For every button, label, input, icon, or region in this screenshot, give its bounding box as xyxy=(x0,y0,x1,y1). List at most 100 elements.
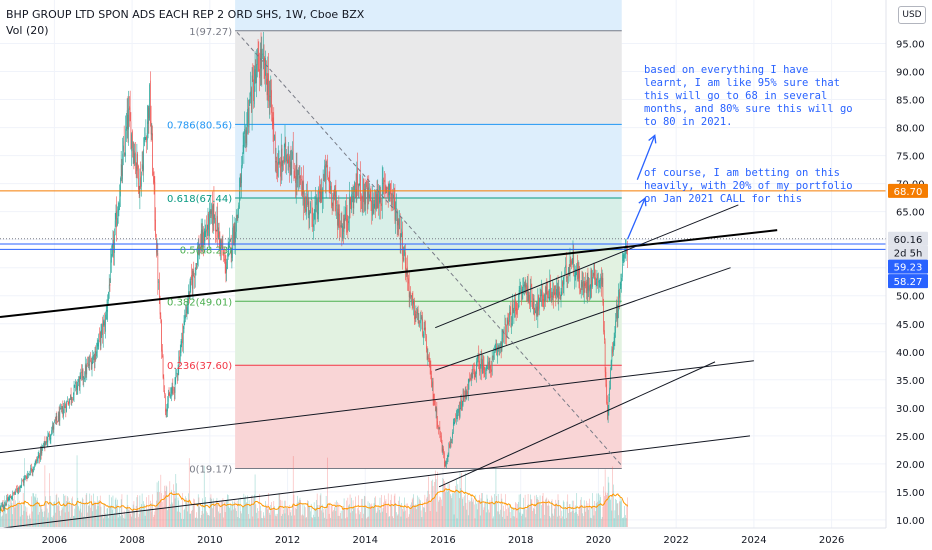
candle-body[interactable] xyxy=(40,448,41,460)
candle-body[interactable] xyxy=(464,396,465,398)
candle-body[interactable] xyxy=(174,377,176,393)
candle-body[interactable] xyxy=(175,372,177,380)
candle-body[interactable] xyxy=(277,162,279,178)
candle-body[interactable] xyxy=(365,184,367,203)
candle-body[interactable] xyxy=(550,282,551,299)
candle-body[interactable] xyxy=(523,284,524,287)
candle-body[interactable] xyxy=(201,229,203,247)
candle-body[interactable] xyxy=(292,151,293,160)
candle-body[interactable] xyxy=(311,199,313,214)
candle-body[interactable] xyxy=(456,415,458,416)
candle-body[interactable] xyxy=(613,336,615,346)
candle-body[interactable] xyxy=(76,385,78,390)
candle-body[interactable] xyxy=(78,378,80,387)
candle-body[interactable] xyxy=(425,327,426,335)
candle-body[interactable] xyxy=(334,190,336,197)
candle-body[interactable] xyxy=(428,358,429,359)
candle-body[interactable] xyxy=(274,134,275,141)
candle-body[interactable] xyxy=(114,220,116,233)
candle-body[interactable] xyxy=(19,486,21,489)
candle-body[interactable] xyxy=(375,191,376,210)
candle-body[interactable] xyxy=(542,290,543,302)
candle-body[interactable] xyxy=(118,209,120,211)
candle-body[interactable] xyxy=(491,356,493,372)
candle-body[interactable] xyxy=(540,291,542,298)
candle-body[interactable] xyxy=(408,278,409,284)
candle-body[interactable] xyxy=(291,159,293,177)
candle-body[interactable] xyxy=(493,351,494,358)
candle-body[interactable] xyxy=(416,311,417,314)
candle-body[interactable] xyxy=(25,476,27,478)
candle-body[interactable] xyxy=(607,409,609,420)
candle-body[interactable] xyxy=(341,223,343,239)
candle-body[interactable] xyxy=(399,218,400,230)
candle-body[interactable] xyxy=(24,477,25,480)
candle-body[interactable] xyxy=(433,400,435,402)
candle-body[interactable] xyxy=(488,362,489,370)
candle-body[interactable] xyxy=(381,179,383,210)
candle-body[interactable] xyxy=(577,272,579,280)
candle-body[interactable] xyxy=(159,302,161,315)
candle-body[interactable] xyxy=(349,193,350,220)
candle-body[interactable] xyxy=(366,180,367,188)
candle-body[interactable] xyxy=(9,496,11,499)
candle-body[interactable] xyxy=(235,231,236,242)
candle-body[interactable] xyxy=(271,115,273,117)
candle-body[interactable] xyxy=(501,338,503,352)
candle-body[interactable] xyxy=(375,192,377,210)
candle-body[interactable] xyxy=(497,346,499,349)
candle-body[interactable] xyxy=(145,132,147,140)
trend-line-2[interactable] xyxy=(0,360,754,454)
candle-body[interactable] xyxy=(379,196,381,203)
candle-body[interactable] xyxy=(287,159,289,164)
candle-body[interactable] xyxy=(238,205,239,211)
trend-lines[interactable] xyxy=(0,31,778,529)
candle-body[interactable] xyxy=(63,409,64,417)
candle-body[interactable] xyxy=(369,191,371,193)
candle-body[interactable] xyxy=(319,189,321,203)
horizontal-lines[interactable] xyxy=(0,190,886,250)
candle-body[interactable] xyxy=(470,372,472,380)
candle-body[interactable] xyxy=(258,56,260,72)
candle-body[interactable] xyxy=(440,436,441,437)
candle-body[interactable] xyxy=(304,195,306,212)
candle-body[interactable] xyxy=(532,302,533,310)
candle-body[interactable] xyxy=(224,259,225,261)
candle-body[interactable] xyxy=(298,170,299,175)
candle-body[interactable] xyxy=(132,148,134,151)
candle-body[interactable] xyxy=(10,495,11,498)
candle-body[interactable] xyxy=(104,322,106,331)
candle-body[interactable] xyxy=(120,178,121,197)
candle-body[interactable] xyxy=(377,191,379,209)
candle-body[interactable] xyxy=(353,193,355,209)
candle-body[interactable] xyxy=(403,257,405,261)
candle-body[interactable] xyxy=(623,255,625,257)
candle-body[interactable] xyxy=(55,419,56,421)
candle-body[interactable] xyxy=(58,413,59,422)
candle-body[interactable] xyxy=(590,270,592,289)
candle-body[interactable] xyxy=(337,208,338,226)
candle-body[interactable] xyxy=(31,470,33,472)
candle-body[interactable] xyxy=(17,490,19,492)
candle-body[interactable] xyxy=(115,211,117,220)
candle-body[interactable] xyxy=(571,260,573,264)
candle-body[interactable] xyxy=(139,178,141,197)
candle-body[interactable] xyxy=(539,294,541,297)
candle-body[interactable] xyxy=(53,422,55,430)
candle-body[interactable] xyxy=(325,164,326,184)
candle-body[interactable] xyxy=(277,162,278,177)
candle-body[interactable] xyxy=(559,297,561,298)
candle-body[interactable] xyxy=(488,361,490,368)
candle-body[interactable] xyxy=(13,493,15,494)
candle-body[interactable] xyxy=(1,504,3,507)
candle-body[interactable] xyxy=(296,164,298,180)
candle-body[interactable] xyxy=(241,165,242,184)
candle-body[interactable] xyxy=(242,155,243,166)
candle-body[interactable] xyxy=(303,180,304,206)
candle-body[interactable] xyxy=(43,441,45,446)
candle-body[interactable] xyxy=(264,57,266,79)
candle-body[interactable] xyxy=(248,107,249,124)
candle-body[interactable] xyxy=(553,288,554,298)
candle-body[interactable] xyxy=(384,179,385,183)
candle-body[interactable] xyxy=(61,406,63,410)
